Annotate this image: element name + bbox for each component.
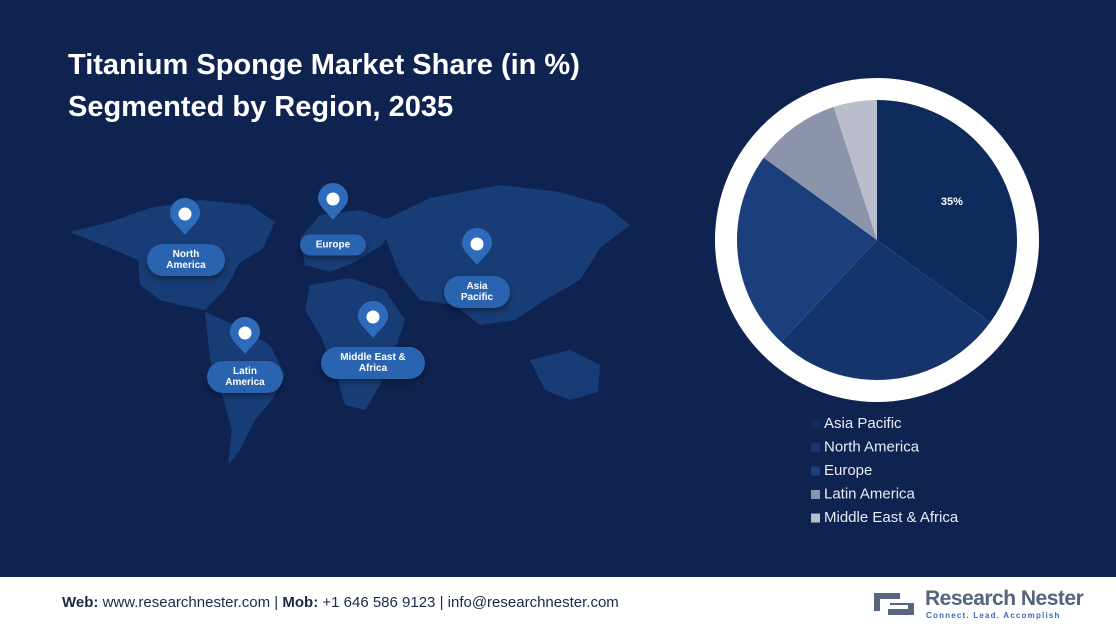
legend-label: Middle East & Africa [824, 509, 959, 526]
data-label: 35% [941, 196, 963, 208]
tagline: Connect. Lead. Accomplish [926, 611, 1061, 620]
legend-swatch [811, 443, 820, 452]
mob-label: Mob: [282, 594, 319, 611]
legend-label: Latin America [824, 485, 916, 502]
title-line: Titanium Sponge Market Share (in %) [68, 49, 580, 81]
legend-label: North America [824, 438, 920, 455]
web-label: Web: [62, 594, 99, 611]
footer: Web: www.researchnester.com | Mob: +1 64… [0, 577, 1116, 628]
map-pin-dot [470, 237, 484, 251]
region-label: Middle East & Africa [321, 347, 425, 379]
chart: 35% Asia Pacific North America Europe Latin … [70, 78, 1039, 526]
world-map [70, 185, 630, 465]
map-pin-dot [238, 326, 252, 340]
region-label: Latin America [207, 361, 283, 393]
legend-label: Europe [824, 462, 872, 479]
pie-slice [781, 240, 991, 380]
legend-swatch [811, 466, 820, 476]
legend-swatch [811, 490, 820, 499]
title-line: Segmented by Region, 2035 [68, 91, 454, 123]
mob: +1 646 586 9123 [322, 594, 436, 611]
legend-swatch [811, 419, 820, 429]
legend-label: Asia Pacific [824, 415, 902, 432]
map-pin-dot [366, 310, 380, 324]
legend-swatch [811, 513, 820, 523]
logo-icon [874, 593, 914, 615]
web[interactable]: www.researchnester.com [102, 594, 271, 611]
pie-slice [737, 157, 877, 343]
region-label: Asia Pacific [444, 276, 510, 308]
map-pin-dot [178, 207, 192, 221]
region-label: Europe [300, 234, 366, 256]
map-pin-dot [326, 192, 340, 206]
brand: Research Nester [925, 587, 1084, 610]
title: Titanium Sponge Market Share (in %) Segm… [68, 44, 668, 128]
pie-slice [763, 106, 877, 241]
pie-slice [877, 100, 1018, 323]
region-label: North America [147, 244, 225, 276]
email[interactable]: info@researchnester.com [447, 594, 619, 611]
contact: Web: www.researchnester.com | Mob: +1 64… [62, 594, 619, 611]
pie-slice [833, 100, 877, 240]
